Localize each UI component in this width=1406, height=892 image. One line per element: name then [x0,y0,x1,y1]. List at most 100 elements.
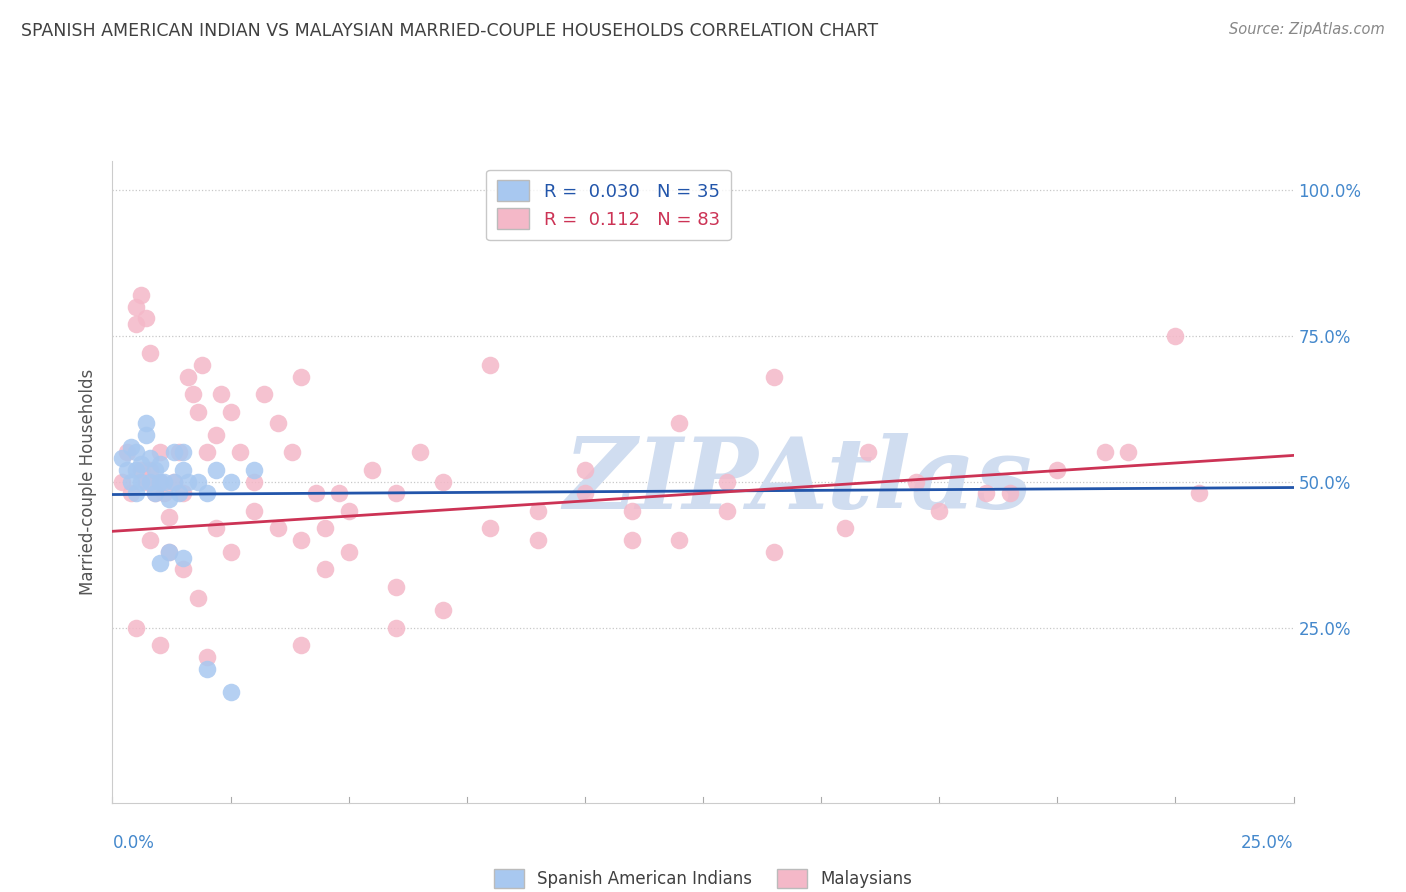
Point [172,562,194,576]
Point [139,451,162,466]
Point [195,649,218,664]
Point [163,475,186,489]
Point [834,521,856,535]
Point [219,545,242,559]
Point [125,463,148,477]
Point [243,504,266,518]
Point [998,486,1021,500]
Point [120,486,142,500]
Point [1046,463,1069,477]
Point [129,457,152,471]
Point [129,475,152,489]
Point [328,486,350,500]
Point [219,475,242,489]
Point [163,445,186,459]
Point [120,440,142,454]
Text: 0.0%: 0.0% [112,834,155,852]
Point [243,475,266,489]
Point [574,486,596,500]
Point [290,533,312,547]
Point [157,492,180,507]
Point [135,417,157,431]
Point [135,428,157,442]
Point [361,463,384,477]
Point [408,445,430,459]
Point [314,562,336,576]
Text: Source: ZipAtlas.com: Source: ZipAtlas.com [1229,22,1385,37]
Point [621,533,644,547]
Point [172,486,194,500]
Point [1188,486,1211,500]
Point [186,475,208,489]
Point [209,387,232,401]
Point [149,475,172,489]
Point [337,545,360,559]
Point [149,638,172,652]
Point [205,521,228,535]
Point [125,300,148,314]
Point [143,463,166,477]
Point [172,445,194,459]
Point [304,486,326,500]
Point [129,463,152,477]
Point [157,509,180,524]
Point [716,475,738,489]
Point [195,661,218,675]
Point [186,404,208,418]
Point [153,475,176,489]
Point [125,486,148,500]
Point [111,451,134,466]
Point [281,445,304,459]
Point [167,445,190,459]
Point [219,404,242,418]
Point [243,463,266,477]
Point [195,486,218,500]
Point [125,621,148,635]
Point [191,358,214,372]
Point [574,463,596,477]
Point [163,475,186,489]
Point [432,603,454,617]
Text: SPANISH AMERICAN INDIAN VS MALAYSIAN MARRIED-COUPLE HOUSEHOLDS CORRELATION CHART: SPANISH AMERICAN INDIAN VS MALAYSIAN MAR… [21,22,879,40]
Text: ZIPAtlas: ZIPAtlas [562,434,1032,530]
Point [526,504,548,518]
Point [115,445,138,459]
Point [385,580,408,594]
Point [526,533,548,547]
Point [149,445,172,459]
Point [976,486,998,500]
Point [139,346,162,360]
Point [157,545,180,559]
Point [267,417,290,431]
Point [135,311,157,326]
Point [385,486,408,500]
Legend: Spanish American Indians, Malaysians: Spanish American Indians, Malaysians [486,863,920,892]
Point [143,486,166,500]
Point [432,475,454,489]
Point [135,475,157,489]
Point [177,475,200,489]
Point [385,621,408,635]
Point [129,288,152,302]
Point [668,533,690,547]
Point [205,463,228,477]
Point [195,445,218,459]
Point [125,317,148,331]
Text: 25.0%: 25.0% [1241,834,1294,852]
Point [290,638,312,652]
Point [149,457,172,471]
Point [229,445,252,459]
Point [205,428,228,442]
Point [139,463,162,477]
Point [904,475,927,489]
Point [120,475,142,489]
Point [290,369,312,384]
Point [479,358,502,372]
Point [143,486,166,500]
Point [139,475,162,489]
Point [177,369,200,384]
Point [314,521,336,535]
Point [479,521,502,535]
Point [149,475,172,489]
Point [115,463,138,477]
